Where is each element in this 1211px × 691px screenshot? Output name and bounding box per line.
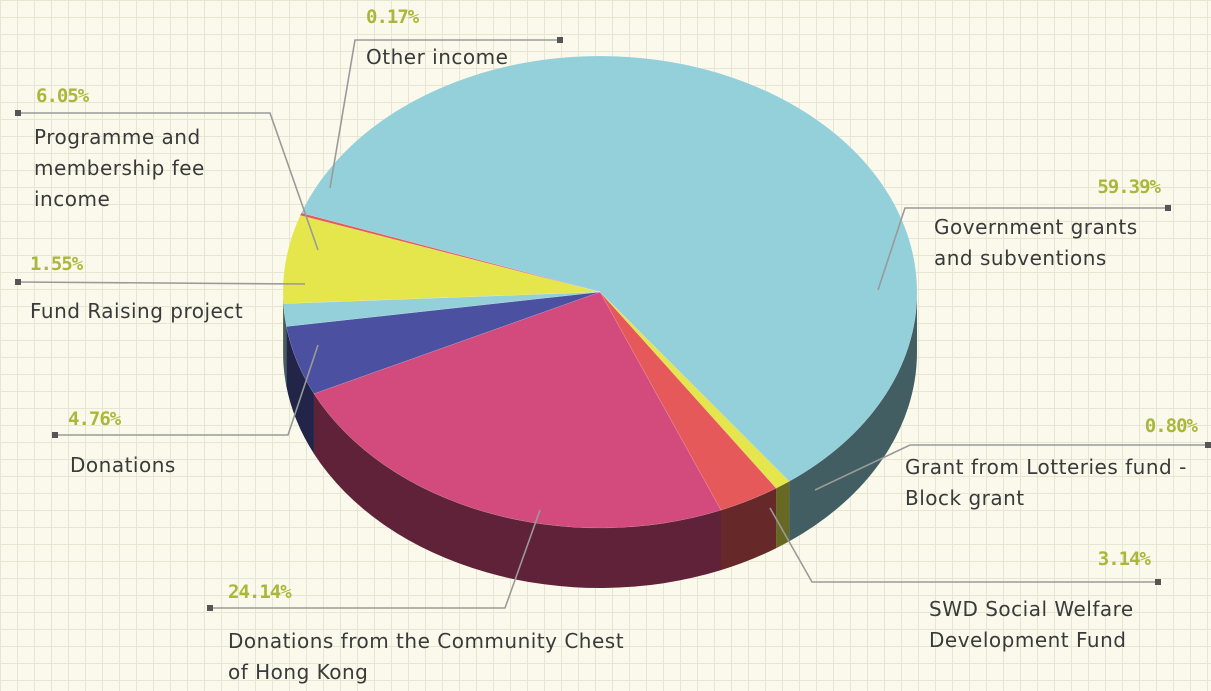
category-label: Fund Raising project [30,299,244,323]
value-label: 4.76% [68,408,121,430]
leader-end [1155,579,1161,585]
leader-line [18,112,319,251]
pie-slice [283,291,601,327]
leader-end [15,110,21,116]
pie-slice [599,291,790,489]
pie-side [286,326,314,454]
category-label: Other income [366,45,509,69]
category-label: Programme and membership fee income [34,125,205,211]
pie-side [313,393,722,589]
pie-slice [282,215,601,304]
pie-slice [599,291,777,511]
value-label: 1.55% [30,253,83,275]
leader-line [877,207,1168,291]
leader-line [769,507,1158,583]
category-label: SWD Social Welfare Development Fund [929,597,1134,652]
leader-line [55,344,319,436]
value-label: 0.17% [366,6,419,28]
pie-slice [286,291,601,395]
pie-side [283,303,287,387]
leader-end [52,432,58,438]
value-label: 6.05% [36,85,89,107]
leader-end [557,37,563,43]
leader-line [329,39,560,189]
leader-line [814,444,1208,491]
pie-slice [300,55,918,482]
leader-end [207,605,213,611]
value-label: 59.39% [1097,176,1161,198]
value-label: 3.14% [1097,548,1151,570]
leader-end [15,279,21,285]
pie-side [721,488,777,571]
category-label: Grant from Lotteries fund - Block grant [905,455,1187,510]
leader-line [210,509,541,609]
leader-line [17,281,306,285]
pie-side [776,481,790,549]
leader-end [1165,205,1171,211]
value-label: 0.80% [1144,415,1198,437]
value-label: 24.14% [228,581,292,603]
category-label: Government grants and subventions [934,215,1138,270]
category-label: Donations from the Community Chest of Ho… [228,629,625,684]
category-label: Donations [70,453,176,477]
pie-slice [299,212,601,293]
pie-side [789,292,917,542]
leader-end [1205,442,1211,448]
pie-slice [313,291,722,529]
